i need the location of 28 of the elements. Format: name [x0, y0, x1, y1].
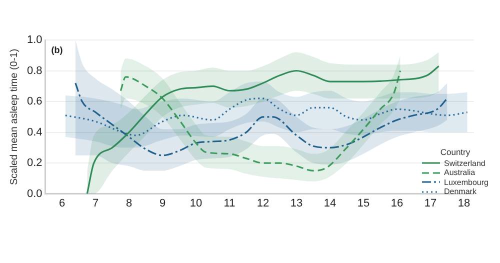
x-tick-label: 18 [458, 197, 470, 210]
y-tick-label: 1.0 [26, 34, 42, 46]
line-series [64, 98, 468, 136]
y-tick-label: 0.8 [26, 64, 42, 77]
x-tick-label: 7 [92, 197, 99, 210]
x-tick-label: 6 [58, 197, 66, 210]
x-tick-label: 8 [126, 197, 132, 210]
legend-label: Switzerland [444, 158, 486, 168]
legend-title: Country [439, 147, 472, 158]
legend-label: Denmark [444, 187, 476, 196]
x-tick-label: 10 [190, 197, 202, 210]
annotation: (b) [51, 44, 63, 55]
y-tick-label: 0.6 [26, 96, 42, 108]
x-tick-label: 17 [424, 197, 437, 210]
x-tick-label: 12 [256, 197, 270, 210]
line-series [120, 70, 402, 172]
legend-label: Australia [444, 168, 476, 178]
x-tick-label: 14 [324, 197, 336, 210]
y-axis-title: Scaled mean asleep time (0-1) [8, 48, 20, 185]
y-tick-label: 0.2 [26, 157, 42, 170]
x-tick-label: 16 [390, 197, 404, 210]
x-tick-label: 11 [224, 197, 236, 210]
x-tick-label: 15 [357, 197, 370, 210]
y-tick-label: 0.0 [26, 188, 42, 200]
legend-label: Luxembourg [444, 178, 488, 187]
x-tick-label: 9 [159, 197, 166, 210]
x-tick-label: 13 [290, 197, 303, 210]
y-tick-label: 0.4 [26, 126, 42, 138]
